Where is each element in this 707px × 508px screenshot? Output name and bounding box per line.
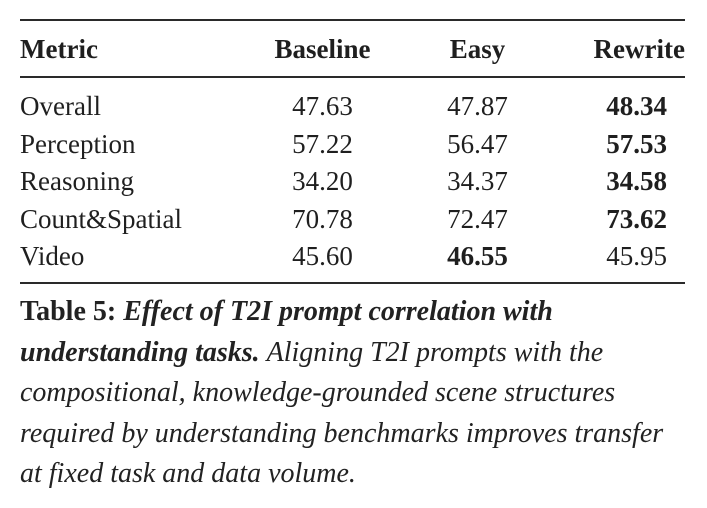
caption-title: Effect of T2I prompt correlation with un…: [20, 296, 553, 368]
header-metric: Metric: [20, 34, 98, 65]
easy-cell: 47.87: [447, 91, 508, 121]
rewrite-cell: 57.53: [606, 128, 667, 159]
table-row: Overall 47.63 47.87 48.34: [20, 76, 685, 126]
table-row: Perception 57.22 56.47 57.53: [20, 126, 685, 164]
table-row: Count&Spatial 70.78 72.47 73.62: [20, 201, 685, 239]
table-top-rule: [20, 19, 685, 21]
rewrite-cell: 73.62: [606, 203, 667, 234]
caption-body: Aligning T2I prompts with the compositio…: [20, 336, 664, 490]
baseline-cell: 45.60: [292, 241, 353, 271]
table-row: Reasoning 34.20 34.37 34.58: [20, 163, 685, 201]
metric-cell: Video: [20, 241, 85, 271]
metric-cell: Count&Spatial: [20, 203, 182, 234]
baseline-cell: 34.20: [292, 166, 353, 196]
baseline-cell: 70.78: [292, 203, 353, 234]
metric-cell: Perception: [20, 128, 136, 159]
table-header-rule: [20, 76, 685, 78]
header-easy: Easy: [449, 34, 506, 65]
header-baseline: Baseline: [274, 34, 371, 65]
easy-cell: 34.37: [447, 166, 508, 196]
table-caption: Table 5: Effect of T2I prompt correlatio…: [20, 292, 690, 495]
table-header-row: Metric Baseline Easy Rewrite: [20, 24, 685, 76]
baseline-cell: 47.63: [292, 91, 353, 121]
caption-label: Table 5:: [20, 296, 117, 327]
easy-cell: 72.47: [447, 203, 508, 234]
table-bottom-rule: [20, 282, 685, 284]
rewrite-cell: 48.34: [606, 91, 667, 121]
results-table: Metric Baseline Easy Rewrite Overall 47.…: [20, 24, 685, 276]
metric-cell: Overall: [20, 91, 101, 121]
rewrite-cell: 45.95: [606, 241, 667, 271]
table-row: Video 45.60 46.55 45.95: [20, 238, 685, 276]
easy-cell: 46.55: [447, 241, 508, 271]
rewrite-cell: 34.58: [606, 166, 667, 196]
easy-cell: 56.47: [447, 128, 508, 159]
header-rewrite: Rewrite: [593, 34, 685, 65]
baseline-cell: 57.22: [292, 128, 353, 159]
metric-cell: Reasoning: [20, 166, 134, 196]
